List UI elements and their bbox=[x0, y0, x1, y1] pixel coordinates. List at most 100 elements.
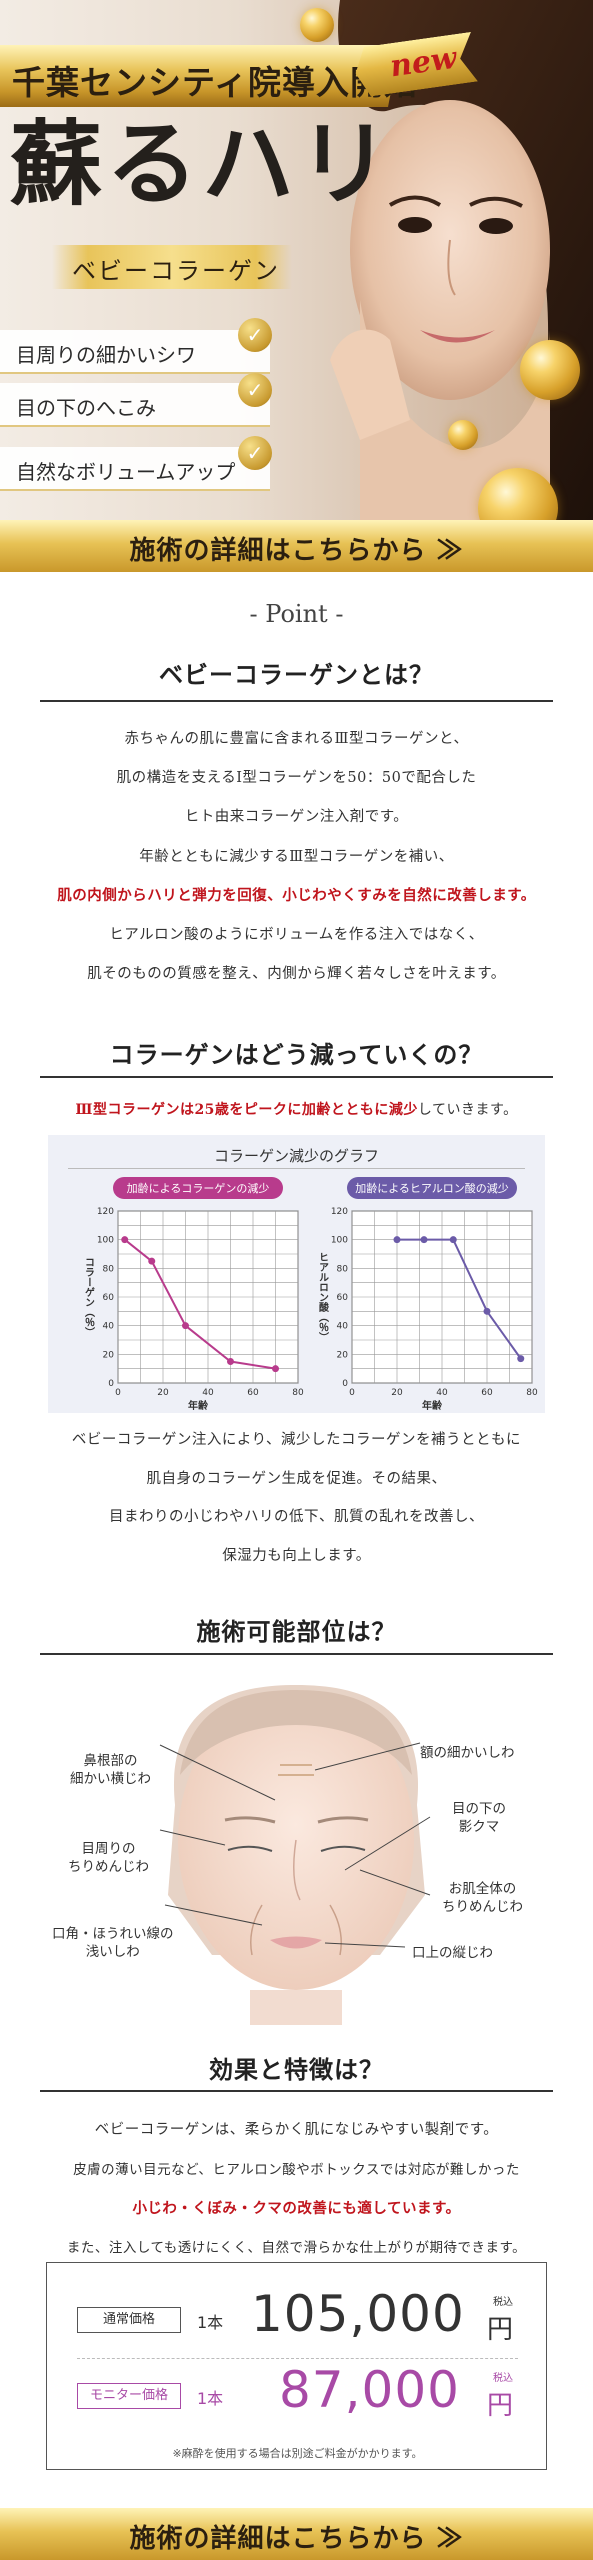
data-point bbox=[483, 1307, 491, 1315]
x-tick-label: 80 bbox=[526, 1388, 538, 1398]
regular-price-value: 105,000 bbox=[251, 2285, 465, 2343]
body-text: 肌の構造を支えるⅠ型コラーゲンを50：50で配合した bbox=[116, 770, 477, 786]
y-tick-label: 120 bbox=[331, 1207, 348, 1217]
x-tick-label: 40 bbox=[436, 1388, 448, 1398]
y-axis-label: ヒアルロン酸（％） bbox=[317, 1252, 330, 1342]
label-forehead: 額の細かいしわ bbox=[420, 1744, 515, 1762]
label-line: ちりめんじわ bbox=[68, 1859, 149, 1876]
section-heading-decline: コラーゲンはどう減っていくの？ bbox=[109, 1040, 484, 1069]
body-text: ベビーコラーゲンは、柔らかく肌になじみやすい製剤です。 bbox=[94, 2122, 499, 2138]
hero-subtitle: ベビーコラーゲン bbox=[72, 257, 280, 285]
body-text: また、注入しても透けにくく、自然で滑らかな仕上がりが期待できます。 bbox=[66, 2240, 527, 2256]
y-tick-label: 60 bbox=[103, 1293, 115, 1303]
y-tick-label: 100 bbox=[97, 1236, 114, 1246]
regular-price-tag: 通常価格 bbox=[77, 2307, 181, 2333]
decline-charts: 加齢によるコラーゲンの減少 0 20 40 60 80 100 120 0 20 40 60 80 年齢 コ… bbox=[83, 1177, 538, 1412]
data-point bbox=[148, 1257, 156, 1265]
anesthesia-note: ※麻酔を使用する場合は別途ご料金がかかります。 bbox=[172, 2447, 423, 2460]
data-point bbox=[121, 1236, 129, 1244]
check-icon: ✓ bbox=[238, 436, 272, 470]
x-tick-label: 20 bbox=[391, 1388, 403, 1398]
section-heading-areas: 施術可能部位は？ bbox=[196, 1617, 397, 1646]
details-cta-button[interactable]: 施術の詳細はこちらから ≫ bbox=[0, 520, 593, 572]
check-icon: ✓ bbox=[238, 373, 272, 407]
data-point bbox=[449, 1236, 457, 1244]
label-line: 細かい横じわ bbox=[70, 1771, 151, 1788]
monitor-price-tag: モニター価格 bbox=[77, 2383, 181, 2409]
price-divider bbox=[77, 2358, 518, 2359]
check-item-label: 目周りの細かいシワ bbox=[16, 343, 196, 367]
chart-subtitle-pill bbox=[113, 1177, 283, 1199]
chart-subtitle: 加齢によるヒアルロン酸の減少 bbox=[355, 1181, 509, 1195]
hero-section: 千葉センシティ院導入開始 new 蘇るハリ ベビーコラーゲン 目周りの細かいシワ… bbox=[0, 0, 593, 572]
launch-banner bbox=[0, 45, 400, 107]
y-tick-label: 20 bbox=[103, 1350, 115, 1360]
monitor-price-value: 87,000 bbox=[279, 2361, 460, 2419]
chart-panel-title: コラーゲン減少のグラフ bbox=[213, 1147, 379, 1165]
label-line: 口角・ほうれい線の bbox=[52, 1926, 174, 1942]
data-point bbox=[227, 1358, 234, 1365]
x-tick-label: 0 bbox=[349, 1388, 355, 1398]
data-point bbox=[420, 1236, 428, 1244]
monitor-price-tax: 税込 bbox=[493, 2373, 513, 2384]
footer-details-cta-button[interactable]: 施術の詳細はこちらから ≫ bbox=[0, 2508, 593, 2560]
body-text-highlight: 肌の内側からハリと弾力を回復、小じわやくすみを自然に改善します。 bbox=[57, 887, 536, 904]
x-tick-label: 0 bbox=[115, 1388, 121, 1398]
x-tick-label: 20 bbox=[157, 1388, 169, 1398]
regular-price-yen: 円 bbox=[487, 2315, 514, 2345]
chart-panel-divider bbox=[68, 1168, 525, 1169]
details-cta-label: 施術の詳細はこちらから ≫ bbox=[129, 536, 464, 566]
body-text: 年齢とともに減少するⅢ型コラーゲンを補い、 bbox=[139, 849, 454, 865]
label-line: 浅いしわ bbox=[85, 1944, 140, 1961]
data-point bbox=[393, 1236, 401, 1244]
heading-divider bbox=[40, 700, 553, 702]
regular-price-tax: 税込 bbox=[493, 2297, 513, 2308]
x-tick-label: 40 bbox=[202, 1388, 214, 1398]
chart-subtitle: 加齢によるコラーゲンの減少 bbox=[127, 1181, 270, 1195]
label-line: 目の下の bbox=[452, 1801, 506, 1817]
label-line: 目周りの bbox=[81, 1841, 136, 1857]
body-text: 肌自身のコラーゲン生成を促進。その結果、 bbox=[146, 1471, 447, 1487]
data-point bbox=[182, 1322, 189, 1330]
y-tick-label: 20 bbox=[337, 1350, 349, 1360]
y-axis-label: コラーゲン（％） bbox=[83, 1257, 96, 1337]
y-tick-label: 100 bbox=[331, 1236, 348, 1246]
y-tick-label: 0 bbox=[342, 1379, 348, 1389]
check-item: 目の下のへこみ bbox=[0, 383, 270, 427]
label-mouth-corner: 口角・ほうれい線の 浅いしわ bbox=[52, 1925, 174, 1961]
gold-bubble-decoration bbox=[300, 8, 334, 42]
check-icon: ✓ bbox=[238, 318, 272, 352]
hero-title: 蘇るハリ bbox=[10, 110, 395, 218]
collagen-chart-panel: コラーゲン減少のグラフ 加齢によるコラーゲンの減少 0 20 40 60 80 100 120… bbox=[48, 1135, 545, 1413]
body-text: 赤ちゃんの肌に豊富に含まれるⅢ型コラーゲンと、 bbox=[124, 731, 469, 747]
monitor-price-yen: 円 bbox=[487, 2391, 514, 2421]
section-heading-what: ベビーコラーゲンとは？ bbox=[159, 660, 434, 689]
label-under-eye: 目の下の 影クマ bbox=[452, 1800, 506, 1836]
body-text: ヒト由来コラーゲン注入剤です。 bbox=[184, 809, 409, 825]
check-item-label: 目の下のへこみ bbox=[16, 396, 156, 420]
y-tick-label: 40 bbox=[103, 1322, 115, 1332]
launch-banner-text: 千葉センシティ院導入開始 bbox=[12, 63, 419, 102]
x-tick-label: 60 bbox=[247, 1388, 259, 1398]
label-line: 額の細かいしわ bbox=[420, 1745, 515, 1761]
data-point bbox=[272, 1365, 279, 1373]
gold-bubble-decoration bbox=[520, 340, 580, 400]
label-line: ちりめんじわ bbox=[442, 1899, 523, 1916]
x-axis-label: 年齢 bbox=[188, 1399, 209, 1412]
label-line: 口上の縦じわ bbox=[412, 1945, 493, 1961]
decline-lead: Ⅲ型コラーゲンは25歳をピークに加齢とともに減少していきます。 bbox=[0, 1099, 593, 1119]
label-line: 影クマ bbox=[458, 1819, 500, 1836]
decline-lead-rest: していきます。 bbox=[417, 1102, 518, 1118]
gold-bubble-decoration bbox=[448, 420, 478, 450]
heading-divider bbox=[40, 2090, 553, 2092]
y-tick-label: 60 bbox=[337, 1293, 349, 1303]
body-text-highlight: 小じわ・くぼみ・クマの改善にも適しています。 bbox=[132, 2200, 461, 2217]
model-face-image bbox=[330, 0, 593, 520]
y-tick-label: 80 bbox=[103, 1264, 115, 1274]
y-tick-label: 0 bbox=[108, 1379, 114, 1389]
treatment-face-diagram bbox=[159, 1685, 431, 2025]
subtitle-banner bbox=[52, 245, 292, 289]
point-label: - Point - bbox=[249, 600, 344, 628]
y-tick-label: 40 bbox=[337, 1322, 349, 1332]
label-whole-skin: お肌全体の ちりめんじわ bbox=[442, 1880, 523, 1916]
